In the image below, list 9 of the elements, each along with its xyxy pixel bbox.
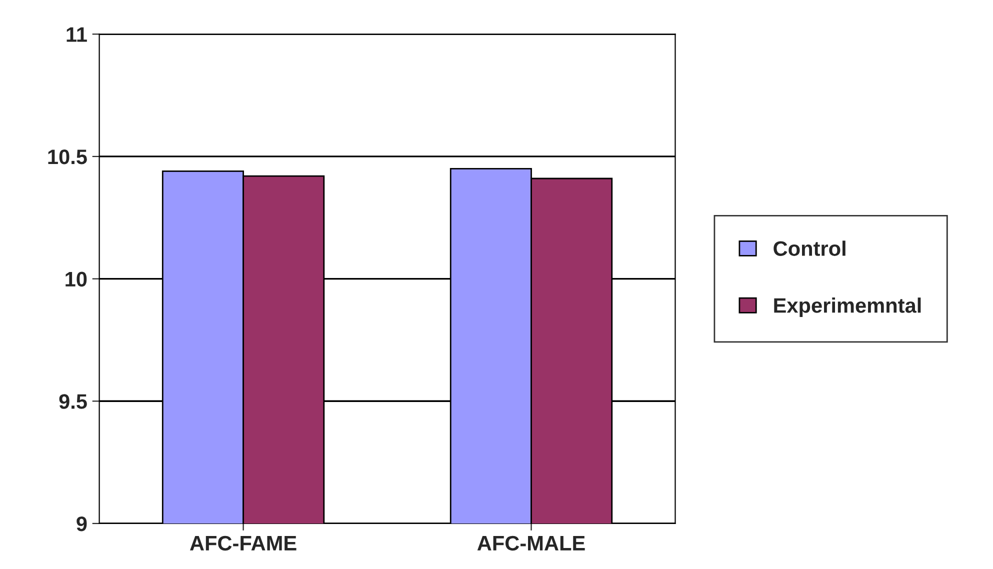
x-tick-label: AFC-MALE [477,536,585,551]
x-tick-label: AFC-FAME [190,536,296,551]
y-tick-label: 11 [66,27,87,42]
y-tick-label: 9 [76,516,87,532]
legend-label: Experimemntal [774,298,921,317]
y-tick-label: 10.5 [48,149,87,164]
legend-label: Control [774,240,846,256]
y-tick-label: 10 [66,272,87,287]
y-tick-label: 9.5 [59,394,87,409]
